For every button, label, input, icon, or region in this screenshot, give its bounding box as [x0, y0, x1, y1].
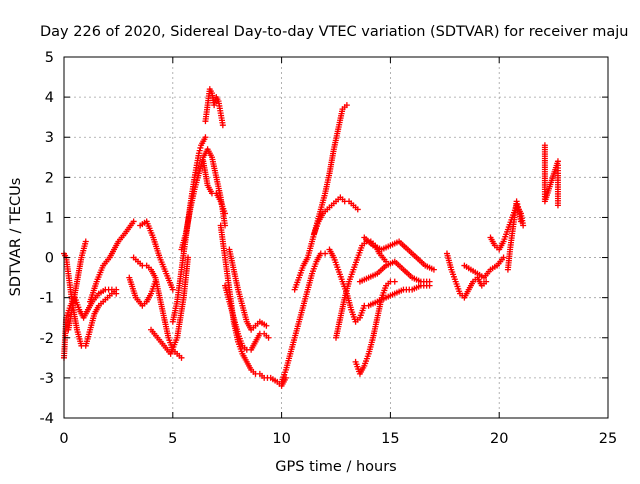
- series-arc-26: [461, 254, 507, 281]
- data-point: [391, 278, 398, 285]
- data-point: [82, 238, 89, 245]
- series-arc-07: [137, 218, 176, 293]
- series-arc-20: [333, 238, 390, 341]
- data-point: [426, 282, 433, 289]
- data-point: [211, 99, 218, 106]
- series-arc-10: [178, 146, 229, 253]
- grid: [64, 57, 608, 418]
- plot-frame: [63, 56, 609, 419]
- data-point: [514, 201, 521, 208]
- series-arc-06: [130, 254, 185, 361]
- series-arc-22: [361, 234, 437, 273]
- y-tick-label: 0: [45, 251, 54, 267]
- data-point: [517, 218, 524, 225]
- y-tick-label: -1: [40, 291, 54, 307]
- x-axis-label: GPS time / hours: [275, 459, 396, 475]
- y-tick-label: -3: [40, 371, 54, 387]
- y-tick-label: 5: [45, 50, 54, 66]
- x-tick-label: 15: [381, 431, 399, 447]
- data-point: [113, 286, 120, 293]
- x-tick-label: 20: [490, 431, 508, 447]
- data-point: [197, 144, 204, 151]
- series-arc-29: [541, 142, 561, 209]
- series-arc-17: [291, 102, 350, 293]
- y-axis-label: SDTVAR / TECUs: [8, 178, 24, 297]
- data-point: [219, 122, 226, 129]
- data-point: [222, 210, 229, 217]
- data-point: [195, 150, 202, 157]
- series-arc-05: [126, 274, 159, 309]
- data-point: [554, 202, 561, 209]
- series-arc-04: [87, 218, 137, 305]
- series-arc-21: [352, 278, 398, 377]
- data-point: [196, 147, 203, 154]
- series-arc-28: [504, 198, 524, 273]
- data-point: [130, 218, 137, 225]
- x-tick-label: 5: [168, 431, 177, 447]
- data-point: [202, 134, 209, 141]
- series-arc-24: [365, 282, 433, 309]
- y-tick-label: 4: [45, 90, 54, 106]
- series-arc-14: [222, 282, 272, 353]
- axis-ticks: 0 5 10 15 20 25 -4 -3 -2 -1 0 1 2 3 4 5: [40, 50, 618, 447]
- series-arc-12: [202, 86, 226, 129]
- data-point: [211, 102, 218, 109]
- data-point: [265, 334, 272, 341]
- series-arc-25: [443, 250, 490, 301]
- data-point: [483, 278, 490, 285]
- chart-title: Day 226 of 2020, Sidereal Day-to-day VTE…: [40, 24, 629, 40]
- series-arc-23: [356, 258, 433, 285]
- data-point: [500, 254, 507, 261]
- x-tick-label: 0: [59, 431, 68, 447]
- series-arc-11: [200, 158, 229, 217]
- data-point: [520, 222, 527, 229]
- data-point: [263, 322, 270, 329]
- series-arc-15: [226, 246, 270, 333]
- x-tick-label: 10: [272, 431, 290, 447]
- x-tick-label: 25: [599, 431, 617, 447]
- y-tick-label: -4: [40, 411, 54, 427]
- y-tick-label: -2: [40, 331, 54, 347]
- y-tick-label: 3: [45, 130, 54, 146]
- series-arc-16: [278, 250, 329, 385]
- data-point: [354, 206, 361, 213]
- series-arc-18: [311, 194, 361, 237]
- y-tick-label: 2: [45, 170, 54, 186]
- data-points: [61, 86, 561, 389]
- data-point: [169, 286, 176, 293]
- data-point: [322, 250, 329, 257]
- y-tick-label: 1: [45, 210, 54, 226]
- data-point: [515, 203, 522, 210]
- data-point: [513, 198, 520, 205]
- series-arc-08: [148, 254, 192, 357]
- data-point: [430, 266, 437, 273]
- series-arc-03: [65, 238, 89, 333]
- data-point: [178, 354, 185, 361]
- data-point: [343, 102, 350, 109]
